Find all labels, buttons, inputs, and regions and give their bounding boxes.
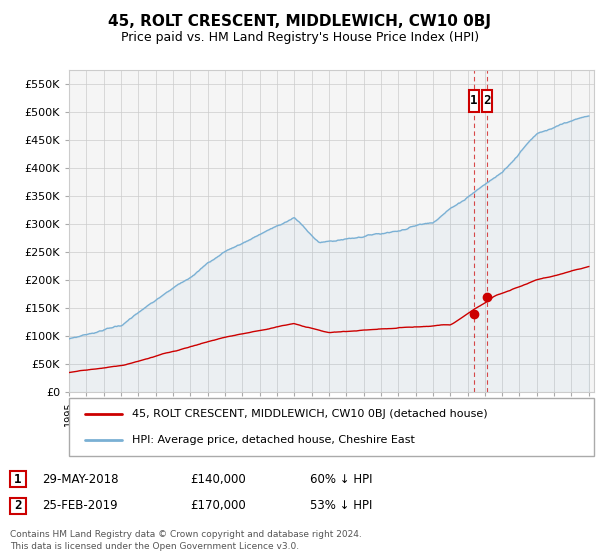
Text: HPI: Average price, detached house, Cheshire East: HPI: Average price, detached house, Ches… (132, 435, 415, 445)
Text: £140,000: £140,000 (190, 473, 246, 486)
Text: 45, ROLT CRESCENT, MIDDLEWICH, CW10 0BJ (detached house): 45, ROLT CRESCENT, MIDDLEWICH, CW10 0BJ … (132, 409, 488, 419)
Text: 60% ↓ HPI: 60% ↓ HPI (310, 473, 373, 486)
Text: 1: 1 (14, 473, 22, 486)
Text: 29-MAY-2018: 29-MAY-2018 (42, 473, 119, 486)
Text: Contains HM Land Registry data © Crown copyright and database right 2024.
This d: Contains HM Land Registry data © Crown c… (10, 530, 362, 551)
Text: 1: 1 (470, 94, 478, 108)
Bar (469, 90, 479, 112)
Text: 25-FEB-2019: 25-FEB-2019 (42, 499, 118, 512)
Bar (10, 498, 26, 514)
Bar (10, 471, 26, 487)
Text: 2: 2 (483, 94, 491, 108)
Text: 45, ROLT CRESCENT, MIDDLEWICH, CW10 0BJ: 45, ROLT CRESCENT, MIDDLEWICH, CW10 0BJ (109, 14, 491, 29)
Bar (482, 90, 491, 112)
Text: 2: 2 (14, 499, 22, 512)
Text: Price paid vs. HM Land Registry's House Price Index (HPI): Price paid vs. HM Land Registry's House … (121, 31, 479, 44)
Text: £170,000: £170,000 (190, 499, 246, 512)
Text: 53% ↓ HPI: 53% ↓ HPI (310, 499, 373, 512)
